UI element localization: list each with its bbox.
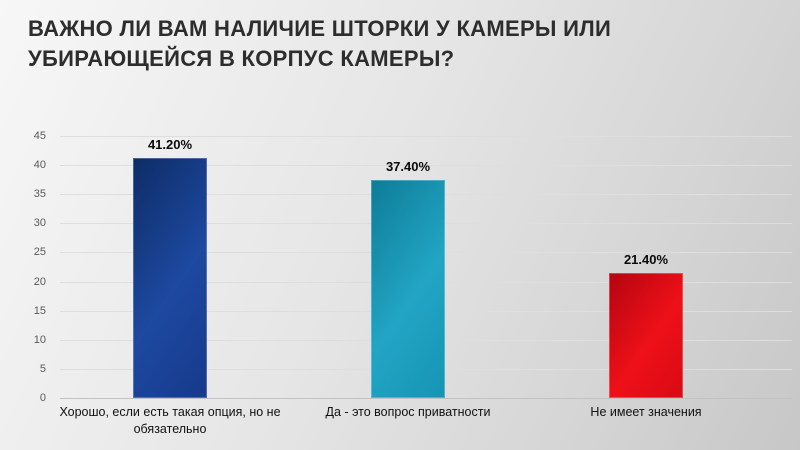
y-tick-label: 15 [33,304,46,317]
y-tick-label: 25 [33,246,46,259]
y-tick-label: 0 [39,392,46,404]
chart-title: ВАЖНО ЛИ ВАМ НАЛИЧИЕ ШТОРКИ У КАМЕРЫ ИЛИ… [28,16,612,72]
y-tick-label: 45 [33,130,46,142]
gridline [60,398,792,399]
bar-value-label: 21.40% [623,252,669,268]
bar-3 [609,273,683,398]
category-label: Не имеет значения [590,405,702,419]
y-tick-label: 5 [39,362,46,375]
bar-1 [133,158,207,398]
bar-value-label: 41.20% [147,137,193,153]
gridline [60,165,792,167]
gridline [60,136,792,137]
bar-value-label: 37.40% [385,159,431,175]
y-tick-label: 35 [33,188,46,201]
category-label: Да - это вопрос приватности [325,405,491,419]
y-tick-label: 20 [33,275,46,288]
bar-2 [371,180,445,398]
y-tick-label: 10 [33,333,46,346]
y-tick-label: 40 [33,159,46,172]
y-tick-label: 30 [33,217,46,230]
category-label: Хорошо, если есть такая опция, но не обя… [59,405,281,436]
